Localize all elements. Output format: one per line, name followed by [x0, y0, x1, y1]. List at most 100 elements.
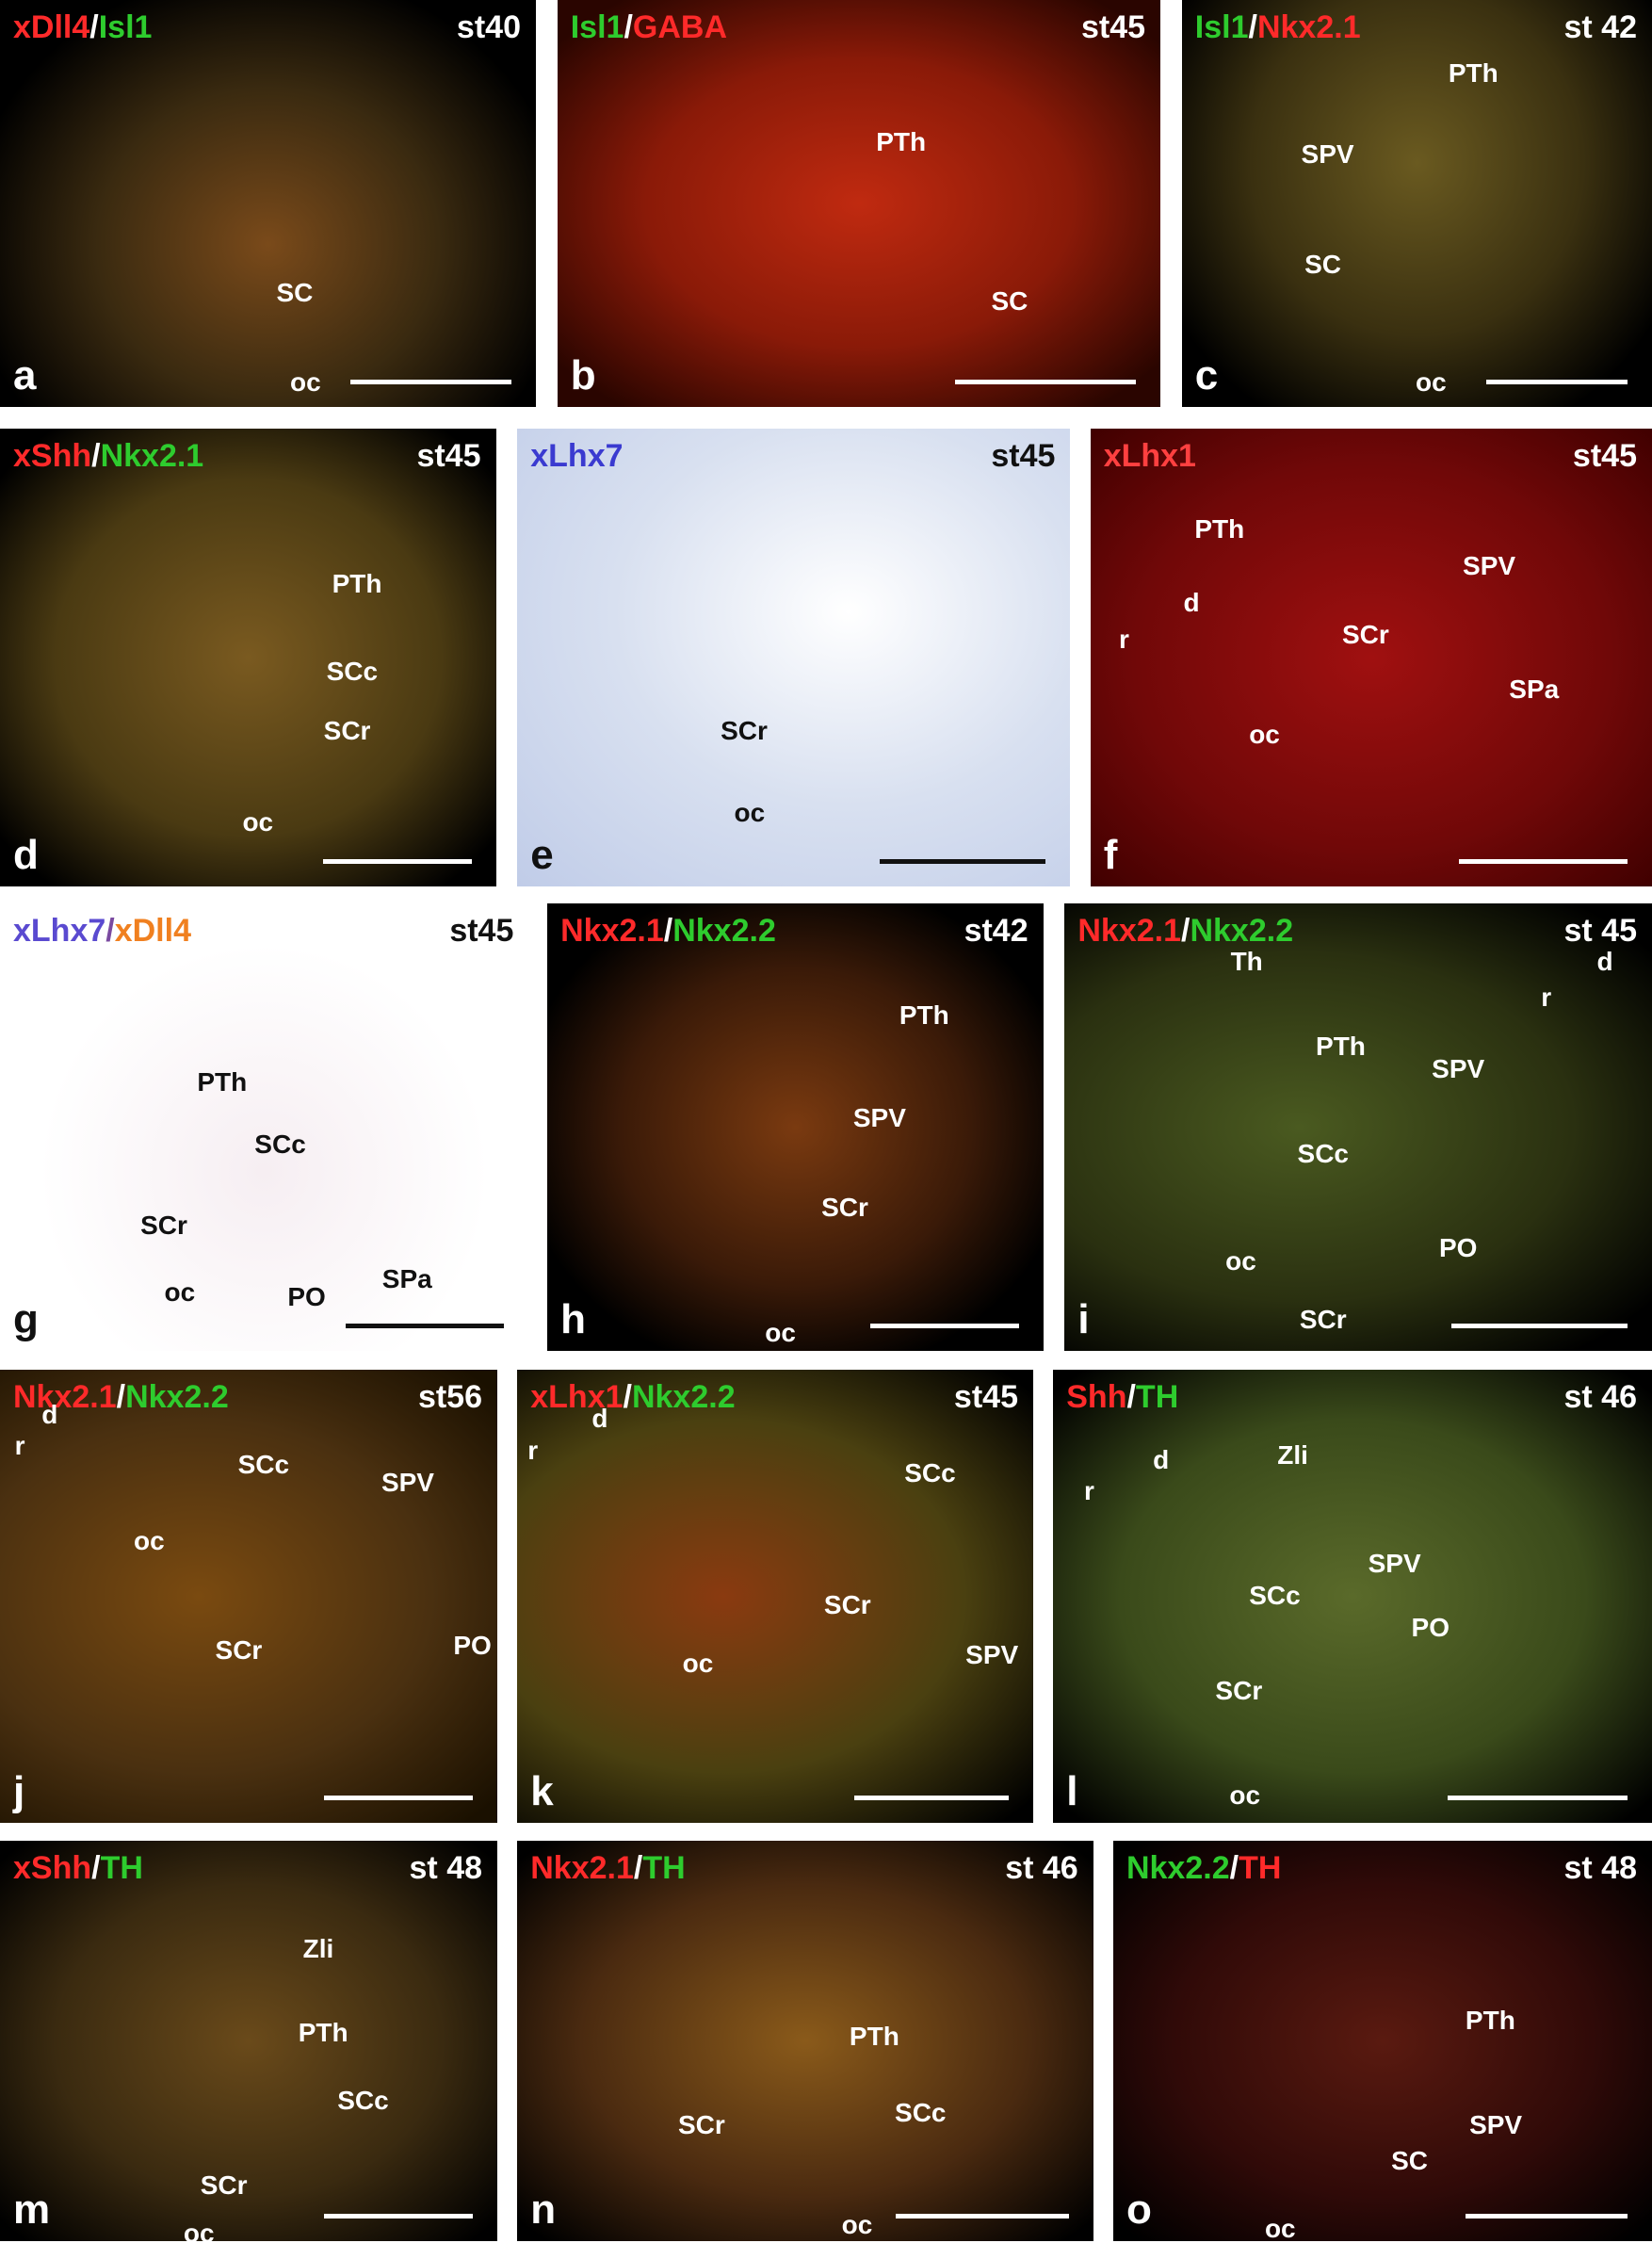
stain-name: /	[633, 1850, 643, 1887]
scale-bar	[1450, 1323, 1628, 1328]
micrograph-panel: Nkx2.1/Nkx2.2 st56 j SCc SPV oc SCr PO d r	[0, 1369, 498, 1823]
region-label: SC	[991, 285, 1028, 316]
stain-title: Nkx2.1/Nkx2.2	[560, 913, 776, 950]
micrograph-panel: Nkx2.1/Nkx2.2 st 45 i Th PTh SPV SCc oc PO SCr d r	[1064, 902, 1652, 1351]
stain-name: Nkx2.2	[1126, 1850, 1230, 1887]
region-label: d	[1183, 587, 1200, 617]
region-label: SCr	[1299, 1304, 1347, 1334]
stain-name: xLhx7	[530, 438, 624, 475]
region-label: PTh	[1194, 514, 1245, 544]
region-label: oc	[242, 806, 274, 837]
region-label: SCr	[1341, 619, 1389, 649]
stage-label: st45	[953, 1378, 1018, 1415]
region-label: SCr	[721, 715, 768, 745]
region-label: Th	[1230, 946, 1263, 976]
scale-bar	[323, 1795, 474, 1800]
stain-title: xDll4/Isl1	[13, 9, 152, 46]
stain-name: /	[105, 912, 115, 949]
region-label: SPV	[852, 1102, 906, 1132]
stain-name: TH	[1239, 1850, 1282, 1887]
region-label: SPa	[381, 1263, 432, 1293]
region-label: d	[591, 1404, 608, 1434]
stage-label: st 42	[1563, 9, 1637, 45]
region-label: r	[1119, 624, 1129, 654]
panel-letter: c	[1194, 352, 1219, 399]
region-label: oc	[1416, 367, 1447, 398]
region-label: oc	[183, 2218, 215, 2242]
region-label: PTh	[298, 2018, 348, 2048]
region-label: r	[527, 1436, 539, 1466]
scale-bar	[1448, 1795, 1628, 1800]
stain-name: Nkx2.2	[631, 1378, 736, 1415]
stain-name: Shh	[1066, 1378, 1127, 1415]
micrograph-panel: xLhx1/Nkx2.2 st45 k SCc SCr oc SPV d r	[517, 1369, 1033, 1823]
stain-title: xShh/Nkx2.1	[13, 438, 203, 475]
panel-letter: m	[13, 2186, 51, 2234]
stain-title: xLhx7/xDll4	[13, 913, 191, 950]
region-label: PO	[1438, 1232, 1478, 1262]
stain-title: Nkx2.1/TH	[530, 1850, 685, 1887]
scale-bar	[323, 2214, 474, 2219]
scale-bar	[350, 380, 511, 385]
panel-letter: g	[13, 1295, 39, 1342]
region-label: oc	[1229, 1780, 1261, 1810]
stage-label: st 46	[1005, 1850, 1078, 1887]
micrograph-panel: Nkx2.1/Nkx2.2 st42 h PTh SPV SCr oc	[547, 902, 1044, 1351]
stage-label: st45	[416, 438, 481, 475]
stain-name: xLhx1	[530, 1378, 624, 1415]
region-label: SC	[1391, 2146, 1429, 2176]
stain-name: Nkx2.2	[125, 1378, 229, 1415]
region-label: SPa	[1509, 674, 1560, 704]
stain-name: Isl1	[1194, 9, 1249, 45]
panel-letter: a	[13, 352, 37, 399]
region-label: r	[1083, 1476, 1094, 1506]
scale-bar	[322, 858, 472, 864]
region-label: oc	[1249, 720, 1280, 750]
region-label: SPV	[965, 1639, 1019, 1669]
stain-name: Nkx2.1	[100, 438, 204, 475]
scale-bar	[880, 858, 1046, 864]
micrograph-panel: Shh/TH st 46 l Zli SPV SCc PO SCr oc d r	[1053, 1369, 1652, 1823]
region-label: SPV	[1463, 550, 1516, 580]
region-label: SPV	[1469, 2109, 1523, 2139]
region-label: SCc	[237, 1449, 290, 1479]
panel-letter: d	[13, 831, 39, 878]
scale-bar	[1486, 380, 1628, 385]
stain-name: Nkx2.1	[13, 1378, 117, 1415]
stain-title: Isl1/Nkx2.1	[1195, 9, 1361, 46]
region-label: oc	[734, 798, 766, 828]
region-label: SCc	[904, 1458, 956, 1488]
region-label: oc	[134, 1526, 165, 1556]
stain-name: Nkx2.1	[1256, 9, 1361, 45]
region-label: d	[1153, 1444, 1170, 1474]
stain-name: Isl1	[570, 9, 624, 45]
stain-title: Shh/TH	[1066, 1379, 1178, 1416]
region-label: SCc	[1297, 1138, 1349, 1168]
panel-letter: i	[1077, 1295, 1090, 1342]
region-label: Zli	[1277, 1439, 1308, 1470]
stain-name: TH	[642, 1850, 686, 1887]
stain-name: /	[89, 9, 99, 45]
micrograph-panel: xShh/Nkx2.1 st45 d PTh SCc SCr oc	[0, 429, 496, 886]
panel-letter: o	[1126, 2186, 1152, 2234]
region-label: PO	[287, 1281, 326, 1311]
micrograph-panel: xLhx7/xDll4 st45 g PTh SCc SCr oc PO SPa	[0, 902, 529, 1351]
scale-bar	[896, 2214, 1069, 2219]
stage-label: st45	[1572, 438, 1637, 475]
stain-title: Nkx2.1/Nkx2.2	[13, 1379, 229, 1416]
micrograph-panel: xDll4/Isl1 st40 a SC oc	[0, 0, 536, 408]
scale-bar	[869, 1323, 1019, 1328]
region-label: SCr	[823, 1589, 871, 1619]
stain-name: /	[623, 1378, 632, 1415]
stain-name: xLhx1	[1103, 438, 1196, 475]
region-label: SCr	[1215, 1676, 1263, 1706]
stain-name: xDll4	[114, 912, 191, 949]
panel-letter: l	[1066, 1767, 1078, 1814]
region-label: d	[1596, 946, 1613, 976]
panel-letter: j	[13, 1767, 25, 1814]
region-label: SC	[276, 278, 314, 308]
stain-title: xLhx1	[1104, 438, 1196, 475]
region-label: SCc	[337, 2086, 389, 2116]
stage-label: st56	[417, 1378, 483, 1415]
stain-title: xShh/TH	[13, 1850, 143, 1887]
